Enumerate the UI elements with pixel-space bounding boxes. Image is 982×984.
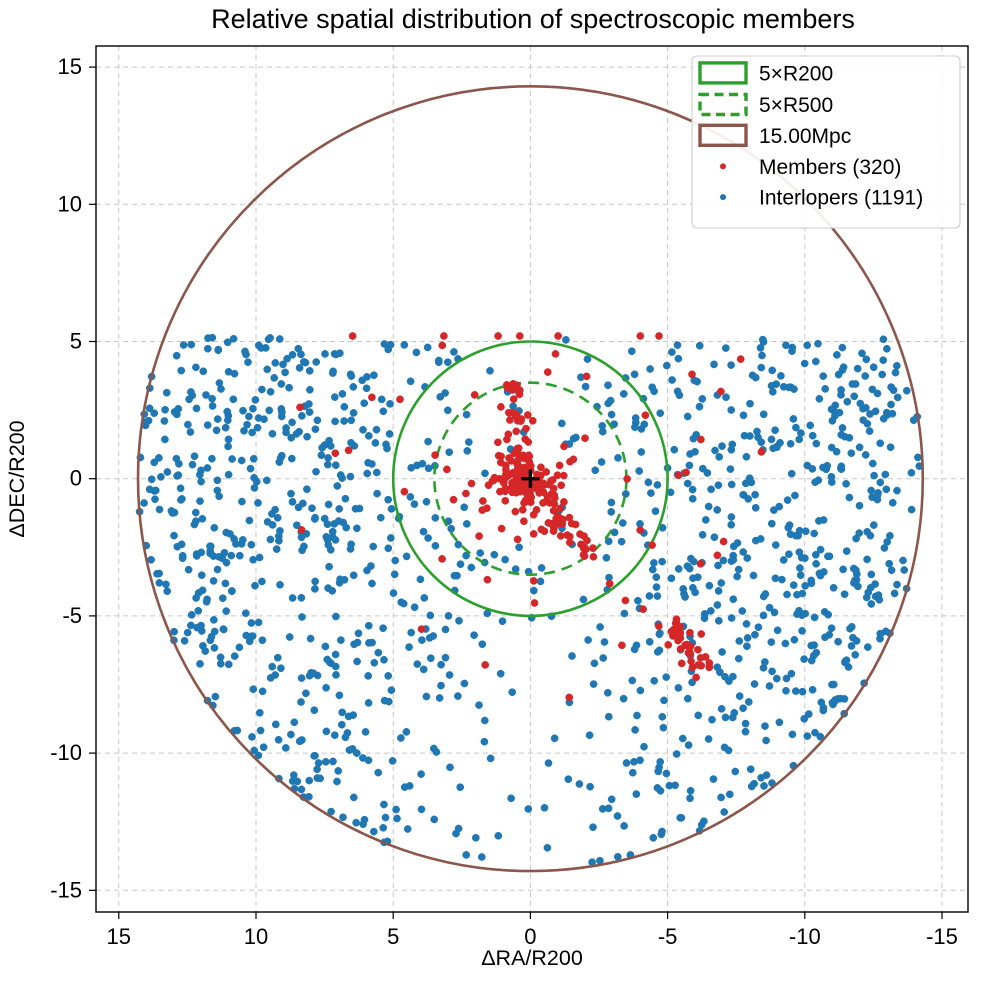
svg-text:-5: -5 xyxy=(62,603,82,628)
svg-text:15: 15 xyxy=(107,924,131,949)
svg-text:-15: -15 xyxy=(926,924,958,949)
svg-text:-10: -10 xyxy=(789,924,821,949)
svg-text:10: 10 xyxy=(244,924,268,949)
svg-text:10: 10 xyxy=(58,191,82,216)
svg-text:0: 0 xyxy=(70,466,82,491)
svg-text:Interlopers (1191): Interlopers (1191) xyxy=(759,187,923,210)
svg-text:5×R500: 5×R500 xyxy=(759,94,833,117)
svg-text:Members (320): Members (320) xyxy=(759,156,901,179)
svg-text:ΔRA/R200: ΔRA/R200 xyxy=(481,946,583,970)
svg-text:15.00Mpc: 15.00Mpc xyxy=(759,125,851,148)
svg-text:Relative spatial distribution: Relative spatial distribution of spectro… xyxy=(211,4,855,34)
svg-text:-10: -10 xyxy=(50,740,82,765)
svg-text:ΔDEC/R200: ΔDEC/R200 xyxy=(5,420,29,537)
svg-text:5×R200: 5×R200 xyxy=(759,62,833,85)
svg-text:-5: -5 xyxy=(658,924,678,949)
svg-text:-15: -15 xyxy=(50,877,82,902)
svg-text:5: 5 xyxy=(387,924,399,949)
svg-text:15: 15 xyxy=(58,54,82,79)
svg-text:5: 5 xyxy=(70,329,82,354)
